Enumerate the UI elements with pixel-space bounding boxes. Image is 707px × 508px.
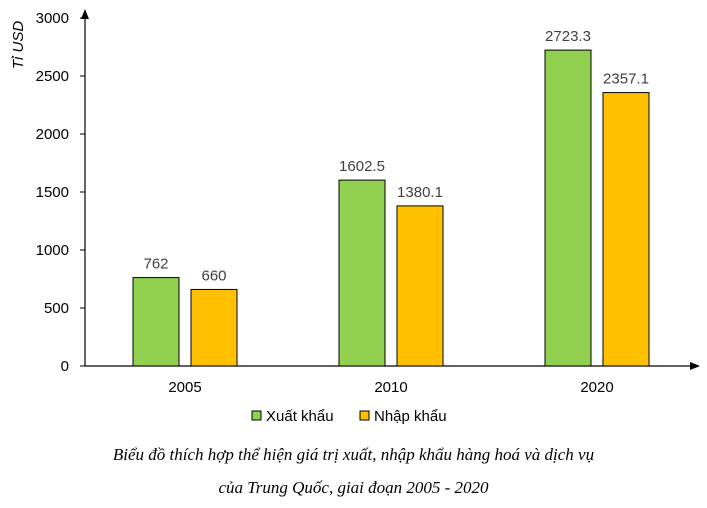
bar-import-2010	[396, 205, 444, 367]
x-axis-arrow	[690, 362, 700, 370]
x-tick-label: 2010	[374, 379, 407, 396]
legend-label: Nhập khẩu	[374, 408, 447, 425]
y-tick-label: 1500	[36, 184, 69, 201]
y-tick-label: 1000	[36, 242, 69, 259]
x-axis-ticks: 2005 2010 2020	[168, 379, 613, 396]
y-tick-label: 3000	[36, 10, 69, 27]
data-label: 762	[143, 256, 168, 273]
bar-export-2005	[132, 277, 180, 367]
y-axis-ticks: 0 500 1000 1500 2000 2500 3000	[36, 10, 85, 375]
data-label: 660	[201, 267, 226, 284]
data-label: 1602.5	[339, 158, 385, 175]
y-axis-arrow	[81, 9, 89, 19]
data-label: 2723.3	[545, 28, 591, 45]
y-tick-label: 2500	[36, 68, 69, 85]
bars: 762 660 1602.5 1380.1 2723.3 2357.1	[132, 28, 650, 367]
bar-import-2005	[190, 288, 238, 367]
y-axis-title: Tỉ USD	[10, 21, 27, 70]
y-tick-label: 0	[61, 358, 69, 375]
bar-export-2020	[544, 49, 592, 367]
chart-caption-line-2: của Trung Quốc, giai đoạn 2005 - 2020	[218, 478, 489, 497]
y-tick-label: 2000	[36, 126, 69, 143]
y-tick-label: 500	[44, 300, 69, 317]
bar-export-2010	[338, 179, 386, 367]
data-label: 2357.1	[603, 71, 649, 88]
legend: Xuất khẩu Nhập khẩu	[251, 408, 447, 425]
legend-swatch	[251, 410, 262, 421]
data-label: 1380.1	[397, 184, 443, 201]
legend-label: Xuất khẩu	[266, 408, 334, 425]
x-tick-label: 2005	[168, 379, 201, 396]
legend-swatch	[359, 410, 370, 421]
x-tick-label: 2020	[580, 379, 613, 396]
chart-caption-line-1: Biểu đồ thích hợp thể hiện giá trị xuất,…	[112, 445, 595, 464]
bar-import-2020	[602, 92, 650, 367]
bar-chart: 0 500 1000 1500 2000 2500 3000 762 660 1602.5 138…	[10, 9, 700, 425]
